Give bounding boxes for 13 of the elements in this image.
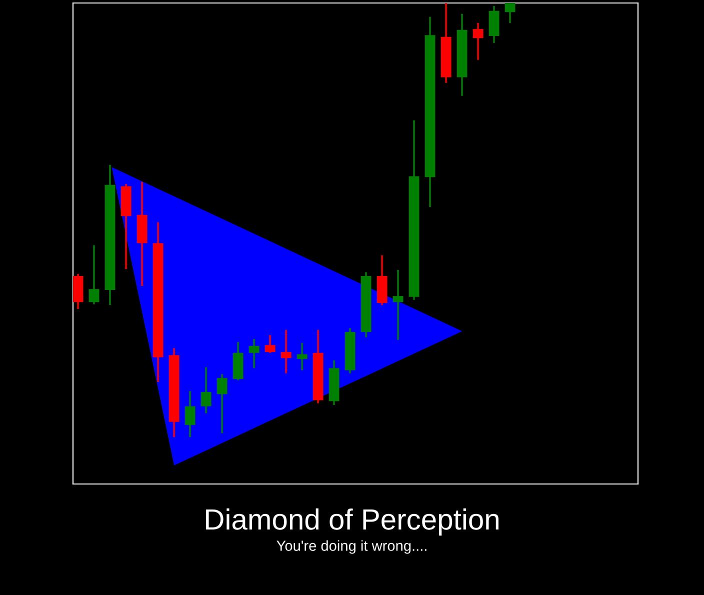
text: You're doing it wrong.... xyxy=(276,540,426,554)
text: Diamond of Perception xyxy=(206,508,498,536)
candlestick xyxy=(264,334,276,354)
candlestick xyxy=(248,338,260,369)
candlestick xyxy=(504,3,516,24)
candlestick xyxy=(184,390,196,438)
candlestick xyxy=(472,22,484,61)
candlestick xyxy=(216,373,228,434)
candlestick xyxy=(200,366,212,414)
candlestick xyxy=(392,269,404,341)
candlestick xyxy=(88,244,100,306)
candlestick xyxy=(280,329,292,374)
candlestick xyxy=(296,342,308,372)
